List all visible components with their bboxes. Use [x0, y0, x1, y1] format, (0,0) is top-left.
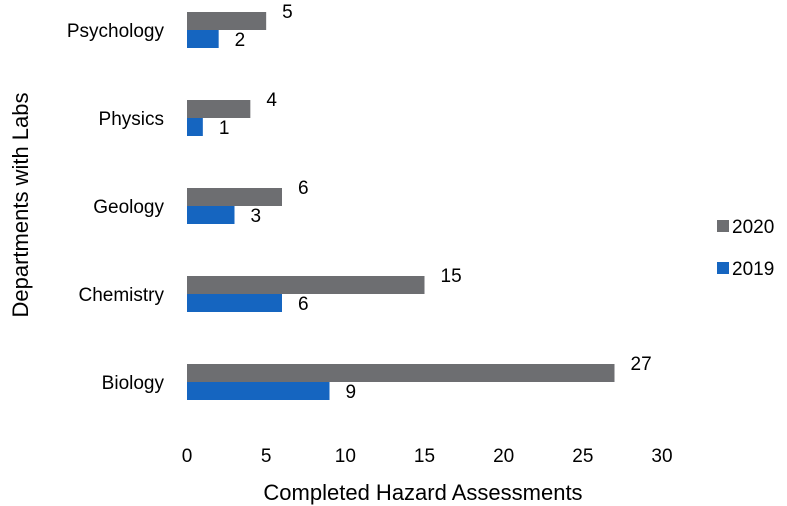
bar-2019-physics	[187, 118, 203, 136]
bar-2020-physics	[187, 100, 251, 118]
bar-2020-chemistry	[187, 276, 425, 294]
legend: 2020 2019	[717, 217, 774, 280]
legend-swatch-2019	[717, 262, 729, 274]
category-label-biology: Biology	[102, 373, 165, 394]
category-label-psychology: Psychology	[67, 21, 165, 42]
x-axis-title: Completed Hazard Assessments	[263, 480, 582, 505]
category-label-geology: Geology	[93, 197, 164, 218]
data-label-2020-biology: 27	[631, 354, 652, 375]
y-axis-title: Departments with Labs	[8, 93, 33, 318]
x-tick-labels-group: 0 5 10 15 20 25 30	[182, 446, 673, 467]
data-label-2019-biology: 9	[346, 382, 357, 403]
bar-2020-psychology	[187, 12, 267, 30]
x-tick-label-30: 30	[651, 446, 672, 467]
legend-label-2019: 2019	[732, 259, 774, 280]
data-label-2020-chemistry: 15	[441, 266, 462, 287]
bar-2019-geology	[187, 206, 235, 224]
data-label-2020-psychology: 5	[282, 2, 293, 23]
data-label-2020-physics: 4	[266, 90, 277, 111]
category-labels-group: Psychology Physics Geology Chemistry Biology	[67, 21, 165, 394]
bars-group	[187, 12, 615, 400]
bar-2020-biology	[187, 364, 615, 382]
x-tick-label-25: 25	[572, 446, 593, 467]
x-tick-label-20: 20	[493, 446, 514, 467]
x-tick-label-0: 0	[182, 446, 193, 467]
legend-label-2020: 2020	[732, 217, 774, 238]
bar-2020-geology	[187, 188, 282, 206]
data-label-2019-chemistry: 6	[298, 294, 309, 315]
category-label-chemistry: Chemistry	[78, 285, 164, 306]
x-tick-label-10: 10	[335, 446, 356, 467]
data-label-2019-physics: 1	[219, 118, 230, 139]
x-tick-label-15: 15	[414, 446, 435, 467]
data-label-2019-psychology: 2	[235, 30, 246, 51]
data-label-2019-geology: 3	[251, 206, 262, 227]
data-labels-group: 5 2 4 1 6 3 15 6 27 9	[219, 2, 652, 403]
bar-2019-biology	[187, 382, 330, 400]
category-label-physics: Physics	[99, 109, 164, 130]
data-label-2020-geology: 6	[298, 178, 309, 199]
legend-swatch-2020	[717, 220, 729, 232]
bar-2019-chemistry	[187, 294, 282, 312]
bar-2019-psychology	[187, 30, 219, 48]
x-tick-label-5: 5	[261, 446, 272, 467]
